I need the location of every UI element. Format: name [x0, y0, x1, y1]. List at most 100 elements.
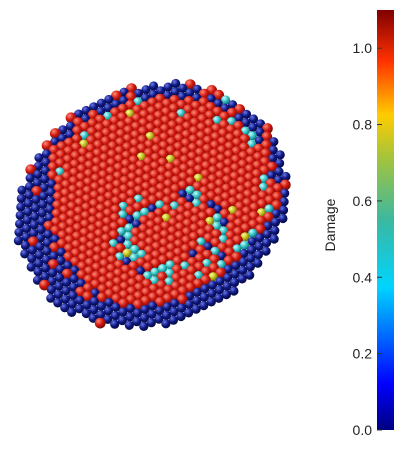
particle-point [26, 262, 36, 272]
particle-point [146, 318, 156, 328]
particle-point [132, 308, 142, 318]
particle-point [172, 255, 184, 267]
particle-point [40, 174, 50, 184]
particle-point [261, 131, 273, 143]
particle-point [124, 214, 135, 225]
particle-point [248, 122, 258, 132]
particle-point [210, 246, 220, 256]
particle-point [60, 303, 70, 313]
particle-point [275, 158, 285, 168]
particle-point [30, 212, 40, 222]
particle-point [13, 236, 23, 246]
particle-point [16, 194, 26, 204]
particle-point [142, 271, 152, 281]
particle-point [34, 153, 44, 163]
particle-point [223, 264, 233, 274]
particle-point [20, 240, 30, 251]
particle-point [281, 171, 291, 182]
particle-point [215, 276, 225, 286]
particle-point [163, 82, 173, 92]
particle-point [245, 270, 255, 280]
particle-point [223, 273, 233, 283]
particle-point [15, 210, 25, 220]
particle-point [103, 314, 113, 324]
particle-point [29, 220, 39, 230]
particle-point [184, 299, 194, 310]
particle-point [253, 250, 263, 260]
particle-point [199, 301, 209, 311]
particle-point [111, 90, 122, 102]
particle-point [184, 79, 196, 90]
particle-point [72, 125, 83, 137]
particle-point [278, 205, 289, 215]
particle-point [229, 277, 240, 288]
particle-point [132, 317, 142, 327]
particle-point [46, 293, 56, 303]
particle-point [206, 297, 216, 307]
particle-point [176, 311, 186, 322]
particle-point [239, 240, 250, 250]
particle-point [212, 213, 222, 223]
particle-point [30, 203, 40, 213]
particle-point [223, 255, 235, 267]
particle-point [27, 254, 37, 264]
particle-point [55, 273, 65, 283]
particle-point [206, 200, 216, 210]
particle-point [139, 321, 149, 331]
particle-point [171, 78, 181, 89]
particle-point [125, 312, 135, 322]
particle-point [125, 303, 136, 314]
particle-point [177, 303, 187, 313]
particle-point [60, 294, 70, 304]
particle-point [74, 109, 84, 119]
particle-point [69, 274, 79, 284]
particle-point [203, 242, 213, 252]
particle-point [192, 296, 202, 306]
particle-point [15, 219, 25, 229]
particle-point [162, 302, 172, 312]
particle-point [240, 232, 250, 242]
particle-point [67, 299, 77, 309]
particle-point [46, 285, 57, 295]
particle-point [34, 258, 44, 268]
particle-point [74, 304, 84, 314]
particle-point [23, 207, 33, 217]
particle-point [200, 284, 210, 294]
particle-point [157, 264, 168, 274]
particle-point [96, 292, 108, 304]
particle-point [241, 109, 252, 119]
particle-point [266, 170, 276, 180]
particle-point [238, 265, 248, 276]
particle-point [36, 225, 46, 235]
particle-point [185, 291, 195, 301]
particle-point [89, 102, 99, 112]
particle-point [37, 208, 47, 218]
particle-point [184, 194, 194, 204]
colorbar-tick-label: 1.0 [353, 40, 373, 56]
colorbar-tick-label: 0.0 [353, 422, 373, 438]
particle-point [168, 315, 178, 325]
particle-point [49, 251, 59, 261]
particle-point [262, 229, 272, 239]
particle-point [200, 266, 212, 278]
particle-point [253, 258, 263, 268]
colorbar-tick-label: 0.4 [353, 269, 373, 285]
particle-point [221, 290, 231, 300]
particle-point [33, 161, 44, 171]
particle-point [142, 262, 154, 273]
particle-point [229, 286, 239, 296]
particle-point [61, 268, 73, 280]
particle-point [220, 200, 231, 212]
particle-point [33, 169, 43, 180]
particle-point [264, 204, 274, 214]
particle-point [25, 173, 35, 183]
particle-point [139, 313, 149, 323]
particle-cloud [13, 78, 291, 331]
particle-point [269, 137, 279, 147]
particle-point [270, 217, 280, 227]
particle-point [40, 272, 50, 282]
particle-point [208, 272, 218, 282]
particle-point [31, 195, 41, 205]
particle-point [262, 123, 273, 134]
particle-point [222, 281, 232, 291]
